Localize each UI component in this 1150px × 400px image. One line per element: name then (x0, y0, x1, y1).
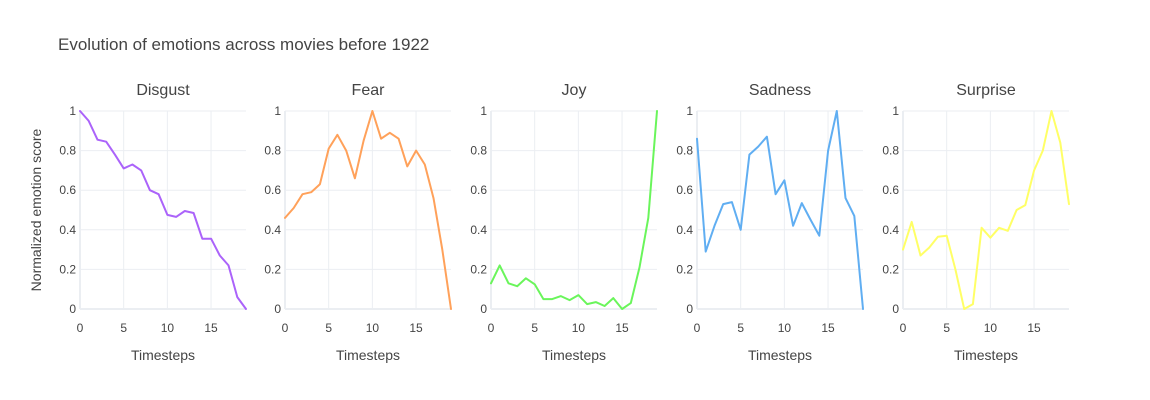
y-tick-label: 0.2 (59, 262, 76, 276)
y-tick-label: 0 (480, 302, 487, 316)
x-tick-label: 10 (366, 321, 380, 335)
series-line-fear (284, 110, 452, 310)
y-tick-label: 0 (892, 302, 899, 316)
panel-title: Disgust (136, 82, 190, 99)
x-tick-label: 0 (282, 321, 289, 335)
y-tick-label: 0.2 (882, 262, 899, 276)
x-tick-label: 15 (409, 321, 423, 335)
x-tick-label: 0 (77, 321, 84, 335)
panel-title: Surprise (956, 82, 1016, 99)
x-tick-label: 0 (900, 321, 907, 335)
y-tick-label: 0.8 (882, 144, 899, 158)
x-axis-label: Timesteps (748, 347, 812, 363)
y-tick-label: 0 (686, 302, 693, 316)
x-tick-label: 5 (737, 321, 744, 335)
y-axis-label: Normalized emotion score (28, 128, 44, 291)
y-tick-label: 0.6 (470, 183, 487, 197)
chart-title: Evolution of emotions across movies befo… (58, 35, 429, 54)
x-axis-label: Timesteps (131, 347, 195, 363)
x-tick-label: 10 (984, 321, 998, 335)
series-line-disgust (79, 110, 247, 310)
y-tick-label: 0.4 (882, 223, 899, 237)
x-tick-label: 5 (531, 321, 538, 335)
x-tick-label: 15 (615, 321, 629, 335)
y-tick-label: 0.4 (470, 223, 487, 237)
series-line-sadness (696, 110, 864, 310)
y-tick-label: 0.6 (59, 183, 76, 197)
y-tick-label: 0 (69, 302, 76, 316)
y-tick-label: 0.2 (676, 262, 693, 276)
y-tick-label: 1 (892, 104, 899, 118)
y-tick-label: 0.6 (264, 183, 281, 197)
x-tick-label: 10 (778, 321, 792, 335)
y-tick-label: 1 (480, 104, 487, 118)
series-line-joy (490, 110, 658, 310)
y-tick-label: 0.2 (470, 262, 487, 276)
y-tick-label: 1 (686, 104, 693, 118)
panel-title: Fear (352, 82, 386, 99)
y-tick-label: 1 (69, 104, 76, 118)
x-tick-label: 15 (204, 321, 218, 335)
x-axis-label: Timesteps (954, 347, 1018, 363)
y-tick-label: 0.8 (470, 144, 487, 158)
y-tick-label: 0.6 (676, 183, 693, 197)
y-tick-label: 0 (274, 302, 281, 316)
y-tick-label: 0.4 (59, 223, 76, 237)
y-tick-label: 0.8 (59, 144, 76, 158)
x-axis-label: Timesteps (542, 347, 606, 363)
panels: 00.20.40.60.810 5 10 15DisgustTimesteps00.2… (59, 82, 1070, 363)
y-tick-label: 0.2 (264, 262, 281, 276)
y-tick-label: 0.8 (676, 144, 693, 158)
x-tick-label: 0 (488, 321, 495, 335)
y-tick-label: 0.8 (264, 144, 281, 158)
x-tick-label: 0 (694, 321, 701, 335)
y-tick-label: 0.6 (882, 183, 899, 197)
x-tick-label: 5 (325, 321, 332, 335)
x-tick-label: 10 (161, 321, 175, 335)
panel-title: Sadness (749, 82, 811, 99)
y-tick-label: 1 (274, 104, 281, 118)
panel-title: Joy (562, 82, 587, 99)
series-line-surprise (902, 110, 1070, 310)
y-tick-label: 0.4 (676, 223, 693, 237)
x-tick-label: 10 (572, 321, 586, 335)
x-tick-label: 15 (1027, 321, 1041, 335)
y-tick-label: 0.4 (264, 223, 281, 237)
x-tick-label: 15 (821, 321, 835, 335)
x-tick-label: 5 (120, 321, 127, 335)
x-axis-label: Timesteps (336, 347, 400, 363)
x-tick-label: 5 (943, 321, 950, 335)
